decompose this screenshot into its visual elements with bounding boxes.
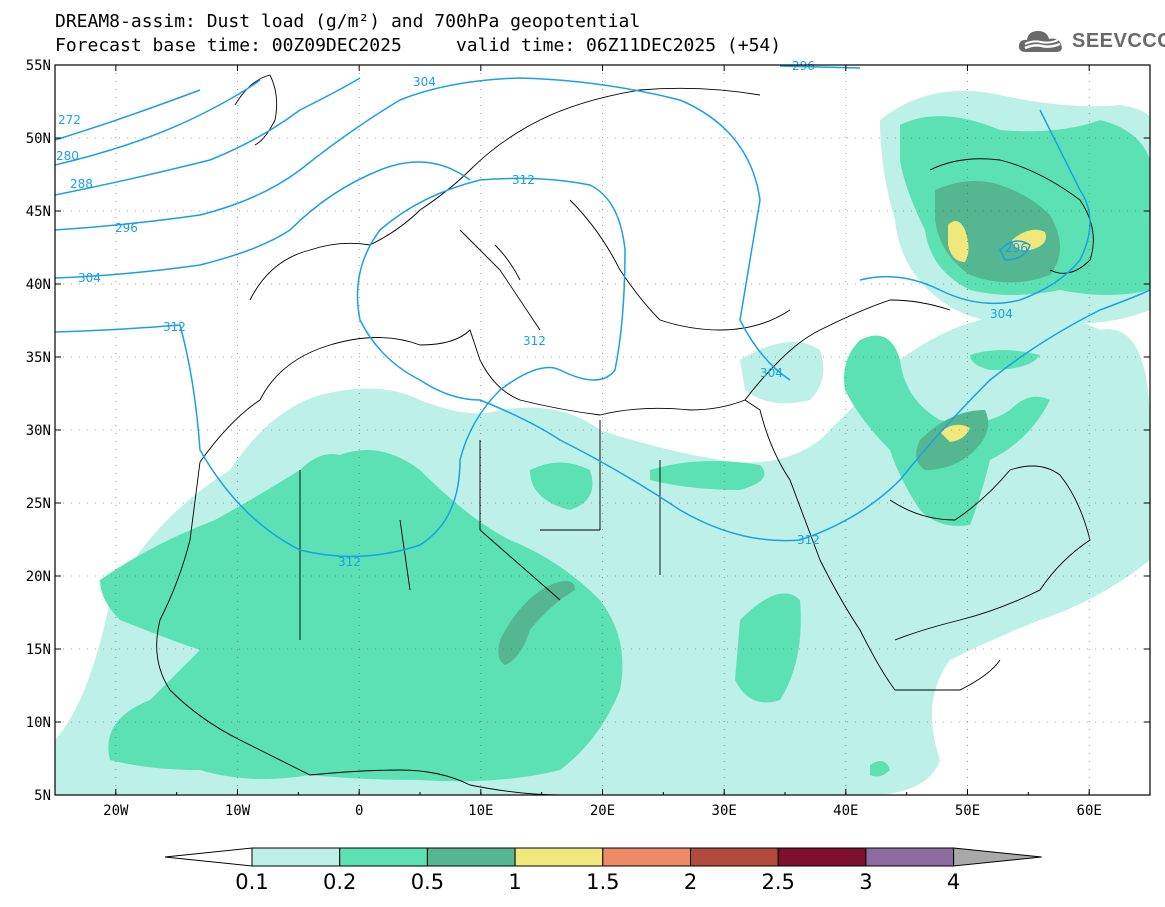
- seevccc-logo: SEEVCCC: [1016, 24, 1165, 58]
- colorbar-bin: [690, 847, 779, 867]
- lon-label: 0: [355, 803, 363, 819]
- contour-label: 304: [413, 75, 436, 89]
- contour-label: 312: [797, 533, 820, 547]
- colorbar-bin: [865, 847, 955, 867]
- map-title: DREAM8-assim: Dust load (g/m²) and 700hP…: [55, 11, 641, 32]
- colorbar-bin: [339, 847, 428, 867]
- lat-label: 40N: [26, 277, 51, 293]
- contour-label: 312: [523, 334, 546, 348]
- colorbar-bin: [251, 847, 341, 867]
- logo-text: SEEVCCC: [1072, 29, 1165, 52]
- contour-labels: 272 280 288 296 304 312 312 312 312 312 …: [56, 59, 1028, 569]
- lon-label: 40E: [833, 803, 858, 819]
- lon-label: 10E: [468, 803, 493, 819]
- map-plot-area: [55, 65, 1150, 795]
- contour-label: 312: [338, 555, 361, 569]
- lat-label: 45N: [26, 204, 51, 220]
- geopotential-contours: [55, 65, 1150, 558]
- colorbar-label: 2: [683, 870, 698, 894]
- colorbar-label: 0.2: [322, 870, 357, 894]
- lat-label: 55N: [26, 58, 51, 74]
- colorbar-bin: [426, 847, 516, 867]
- lat-label: 30N: [26, 423, 51, 439]
- lat-label: 5N: [34, 788, 51, 804]
- colorbar-label: 4: [946, 870, 961, 894]
- contour-label: 296: [115, 221, 138, 235]
- colorbar-label: 0.1: [235, 870, 269, 894]
- contour-label: 288: [70, 177, 93, 191]
- dust-level-1: [940, 221, 1046, 442]
- lat-label: 20N: [26, 569, 51, 585]
- lat-label: 50N: [26, 131, 51, 147]
- colorbar-bin: [514, 847, 604, 867]
- lat-label: 25N: [26, 496, 51, 512]
- colorbar-max-arrow: [953, 847, 1042, 867]
- latitude-axis: 55N 50N 45N 40N 35N 30N 25N 20N 15N 10N 5N: [26, 58, 1150, 804]
- contour-label: 296: [792, 59, 815, 73]
- colorbar-bin: [602, 847, 691, 867]
- colorbar-label: 1: [508, 870, 522, 894]
- contour-label: 312: [512, 173, 535, 187]
- colorbar-label: 2.5: [761, 870, 795, 894]
- colorbar-label: 0.5: [410, 870, 445, 894]
- cloud-icon: [1018, 31, 1062, 52]
- lat-label: 35N: [26, 350, 51, 366]
- colorbar: [164, 847, 1042, 867]
- lat-label: 10N: [26, 715, 51, 731]
- contour-label: 296: [1005, 241, 1028, 255]
- colorbar-label: 1.5: [586, 870, 620, 894]
- lon-label: 60E: [1077, 803, 1102, 819]
- colorbar-label: 3: [859, 870, 873, 894]
- contour-label: 272: [58, 113, 81, 127]
- longitude-axis: 20W 10W 0 10E 20E 30E 40E 50E 60E: [54, 65, 1151, 819]
- contour-label: 304: [990, 307, 1013, 321]
- forecast-time-line: Forecast base time: 00Z09DEC2025 valid t…: [55, 35, 782, 56]
- lon-label: 50E: [955, 803, 980, 819]
- lon-label: 30E: [712, 803, 737, 819]
- lat-label: 15N: [26, 642, 51, 658]
- lon-label: 20W: [103, 803, 129, 819]
- graticule: [55, 64, 1150, 796]
- contour-label: 304: [760, 366, 783, 380]
- contour-label: 312: [163, 320, 186, 334]
- coastlines: [156, 74, 1094, 795]
- lon-label: 20E: [590, 803, 615, 819]
- contour-label: 304: [78, 271, 101, 285]
- lon-label: 10W: [225, 803, 251, 819]
- colorbar-bin: [777, 847, 867, 867]
- contour-label: 280: [56, 149, 79, 163]
- colorbar-min-arrow: [164, 847, 253, 867]
